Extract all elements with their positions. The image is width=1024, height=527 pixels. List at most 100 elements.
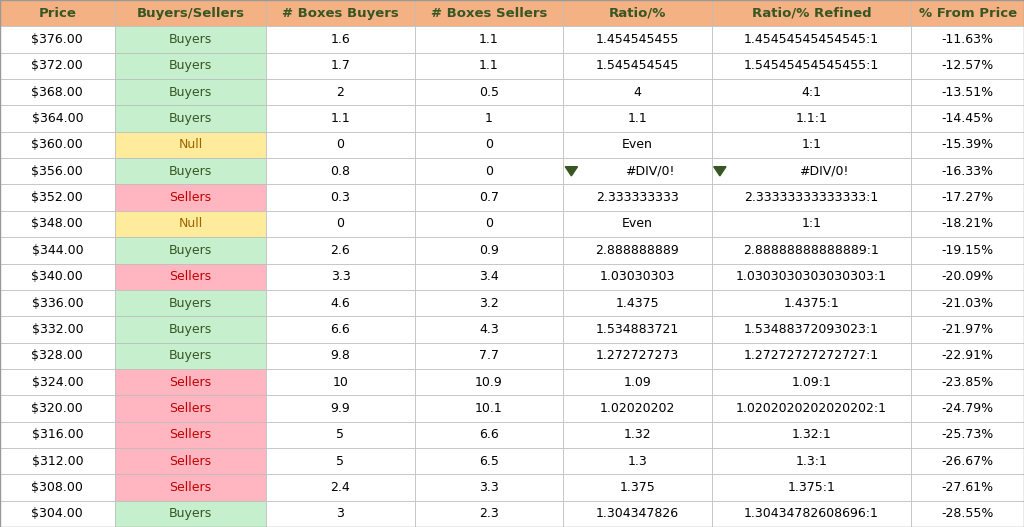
Bar <box>415 501 563 527</box>
Text: 1.534883721: 1.534883721 <box>596 323 679 336</box>
Bar <box>911 184 1024 211</box>
Text: -28.55%: -28.55% <box>941 508 994 520</box>
Bar <box>911 26 1024 53</box>
Text: 1.272727273: 1.272727273 <box>596 349 679 362</box>
Text: Null: Null <box>178 218 203 230</box>
Bar <box>712 237 911 264</box>
Text: $372.00: $372.00 <box>32 60 83 72</box>
Text: -25.73%: -25.73% <box>941 428 994 441</box>
Text: 1.7: 1.7 <box>331 60 350 72</box>
Bar <box>911 264 1024 290</box>
Bar <box>712 316 911 343</box>
Bar <box>115 132 266 158</box>
Bar <box>115 343 266 369</box>
Bar <box>415 369 563 395</box>
Text: 1.0303030303030303:1: 1.0303030303030303:1 <box>736 270 887 283</box>
Text: 1:1: 1:1 <box>802 218 821 230</box>
Bar <box>115 211 266 237</box>
Bar <box>415 237 563 264</box>
Text: Buyers: Buyers <box>169 244 212 257</box>
Text: 1.4375: 1.4375 <box>615 297 659 309</box>
Bar <box>712 369 911 395</box>
Bar <box>115 184 266 211</box>
Text: 3: 3 <box>337 508 344 520</box>
Text: Sellers: Sellers <box>169 455 212 467</box>
Text: Ratio/% Refined: Ratio/% Refined <box>752 7 871 19</box>
Text: -23.85%: -23.85% <box>941 376 994 388</box>
Text: -26.67%: -26.67% <box>942 455 993 467</box>
Text: 0: 0 <box>485 218 493 230</box>
Bar <box>0 237 115 264</box>
Text: Null: Null <box>178 139 203 151</box>
Text: Sellers: Sellers <box>169 270 212 283</box>
Text: -16.33%: -16.33% <box>942 165 993 178</box>
Text: $376.00: $376.00 <box>32 33 83 46</box>
Bar <box>712 26 911 53</box>
Bar <box>563 264 712 290</box>
Text: 1.1: 1.1 <box>331 112 350 125</box>
Text: 1.304347826: 1.304347826 <box>596 508 679 520</box>
Bar <box>563 211 712 237</box>
Polygon shape <box>714 167 726 176</box>
Bar <box>911 343 1024 369</box>
Bar <box>415 474 563 501</box>
Bar <box>115 53 266 79</box>
Text: Sellers: Sellers <box>169 376 212 388</box>
Text: 10.9: 10.9 <box>475 376 503 388</box>
Bar <box>911 237 1024 264</box>
Text: Sellers: Sellers <box>169 481 212 494</box>
Bar <box>712 158 911 184</box>
Bar <box>712 343 911 369</box>
Text: # Boxes Buyers: # Boxes Buyers <box>282 7 399 19</box>
Text: -17.27%: -17.27% <box>941 191 994 204</box>
Text: 0.8: 0.8 <box>331 165 350 178</box>
Bar <box>563 184 712 211</box>
Bar <box>0 132 115 158</box>
Text: Buyers: Buyers <box>169 33 212 46</box>
Text: 1.0202020202020202:1: 1.0202020202020202:1 <box>736 402 887 415</box>
Bar <box>115 290 266 316</box>
Text: 9.8: 9.8 <box>331 349 350 362</box>
Bar <box>0 316 115 343</box>
Bar <box>415 290 563 316</box>
Text: $352.00: $352.00 <box>32 191 83 204</box>
Text: Even: Even <box>622 139 653 151</box>
Text: -22.91%: -22.91% <box>942 349 993 362</box>
Text: Buyers: Buyers <box>169 112 212 125</box>
Text: -21.03%: -21.03% <box>942 297 993 309</box>
Text: Even: Even <box>622 218 653 230</box>
Text: 1.545454545: 1.545454545 <box>596 60 679 72</box>
Text: 4:1: 4:1 <box>802 86 821 99</box>
Bar <box>911 448 1024 474</box>
Text: $360.00: $360.00 <box>32 139 83 151</box>
Text: 4.3: 4.3 <box>479 323 499 336</box>
Bar <box>415 448 563 474</box>
Bar <box>0 211 115 237</box>
Text: -20.09%: -20.09% <box>941 270 994 283</box>
Bar <box>266 369 415 395</box>
Text: 6.6: 6.6 <box>331 323 350 336</box>
Bar <box>0 422 115 448</box>
Text: -27.61%: -27.61% <box>942 481 993 494</box>
Bar <box>266 158 415 184</box>
Text: Buyers: Buyers <box>169 86 212 99</box>
Bar <box>415 26 563 53</box>
Bar <box>115 264 266 290</box>
Text: 1.30434782608696:1: 1.30434782608696:1 <box>744 508 879 520</box>
Text: Sellers: Sellers <box>169 191 212 204</box>
Text: 3.3: 3.3 <box>331 270 350 283</box>
Bar <box>911 79 1024 105</box>
Bar <box>563 422 712 448</box>
Text: 1.1: 1.1 <box>479 60 499 72</box>
Text: $320.00: $320.00 <box>32 402 83 415</box>
Text: $344.00: $344.00 <box>32 244 83 257</box>
Bar <box>563 290 712 316</box>
Bar <box>115 79 266 105</box>
Bar <box>712 79 911 105</box>
Bar <box>266 395 415 422</box>
Bar <box>115 0 266 26</box>
Text: 2.333333333: 2.333333333 <box>596 191 679 204</box>
Text: -15.39%: -15.39% <box>942 139 993 151</box>
Text: 6.6: 6.6 <box>479 428 499 441</box>
Bar <box>415 53 563 79</box>
